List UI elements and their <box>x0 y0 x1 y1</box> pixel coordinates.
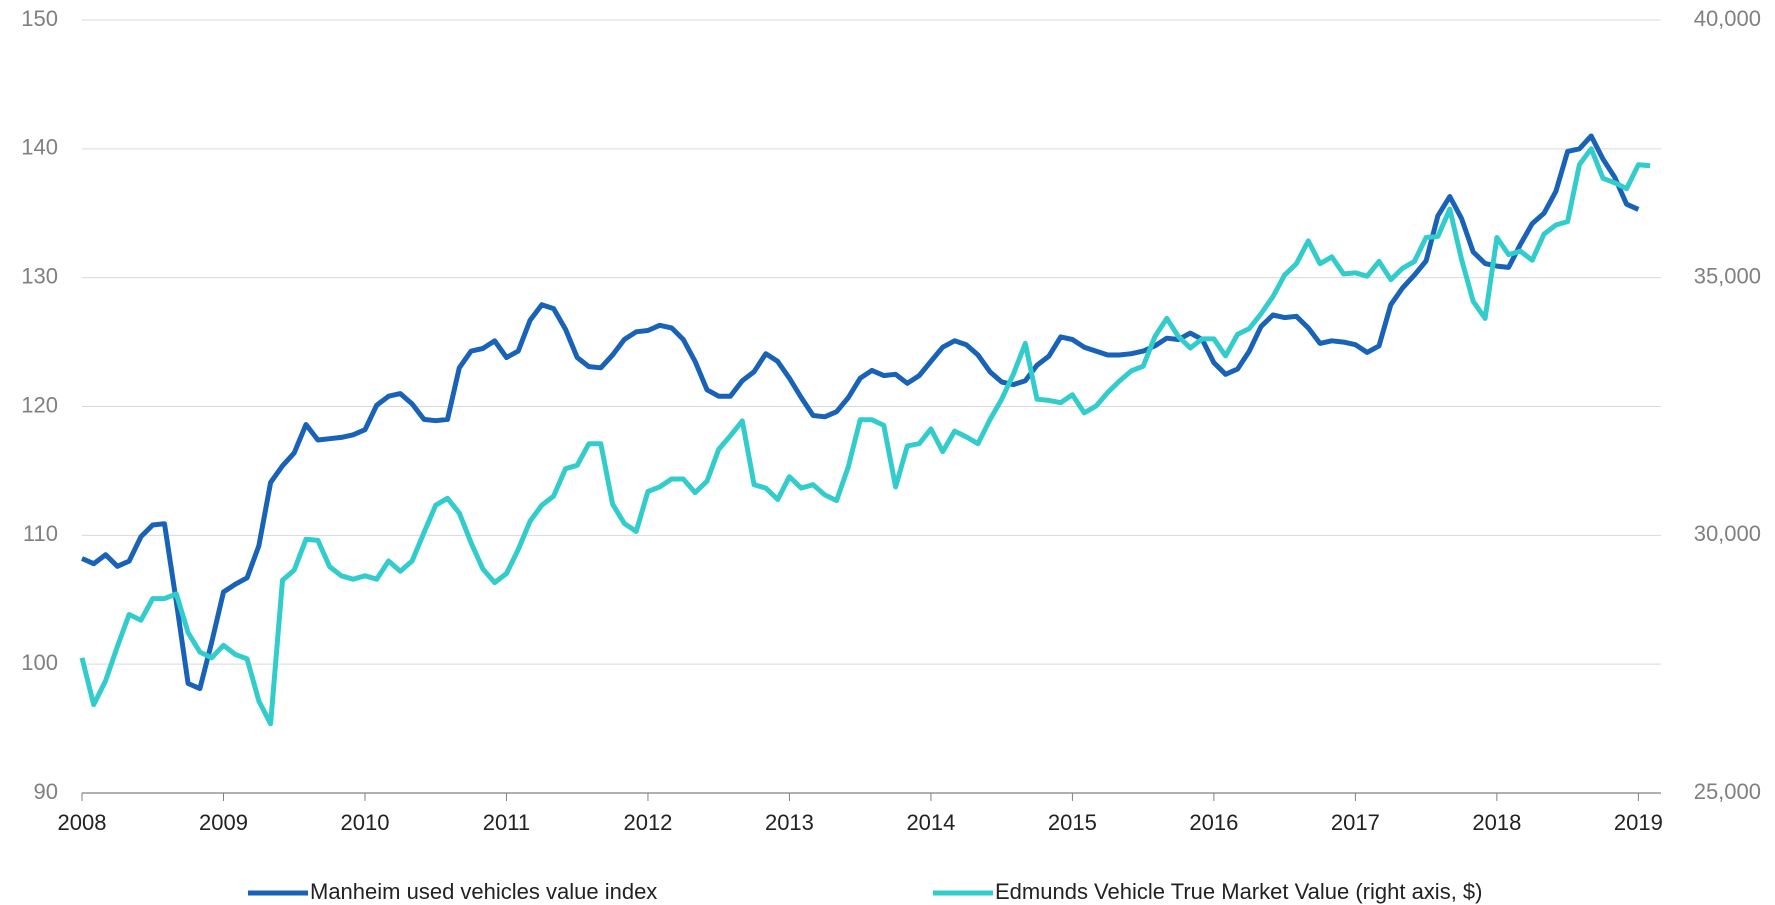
y-tick-label: 120 <box>21 392 58 417</box>
x-tick-label: 2016 <box>1189 810 1238 835</box>
y2-tick-label: 35,000 <box>1694 263 1761 288</box>
y2-tick-label: 40,000 <box>1694 6 1761 31</box>
y-tick-label: 100 <box>21 650 58 675</box>
x-tick-label: 2010 <box>340 810 389 835</box>
y-tick-label: 110 <box>23 521 58 546</box>
x-tick-label: 2012 <box>623 810 672 835</box>
y-tick-label: 130 <box>21 263 58 288</box>
y2-tick-label: 30,000 <box>1694 521 1761 546</box>
x-tick-label: 2011 <box>483 810 530 835</box>
x-tick-label: 2014 <box>906 810 955 835</box>
x-tick-label: 2013 <box>765 810 814 835</box>
y-tick-label: 90 <box>34 779 58 804</box>
x-tick-label: 2008 <box>58 810 107 835</box>
y-tick-label: 150 <box>21 6 58 31</box>
series-line <box>79 146 1651 727</box>
x-tick-label: 2015 <box>1048 810 1097 835</box>
series-line <box>80 133 1640 692</box>
y-tick-label: 140 <box>21 135 58 160</box>
x-tick-label: 2009 <box>199 810 248 835</box>
legend-label: Manheim used vehicles value index <box>310 879 657 904</box>
y2-tick-label: 25,000 <box>1694 779 1761 804</box>
x-tick-label: 2018 <box>1472 810 1521 835</box>
legend-label: Edmunds Vehicle True Market Value (right… <box>995 879 1482 904</box>
x-tick-label: 2019 <box>1614 810 1663 835</box>
x-tick-label: 2017 <box>1331 810 1380 835</box>
